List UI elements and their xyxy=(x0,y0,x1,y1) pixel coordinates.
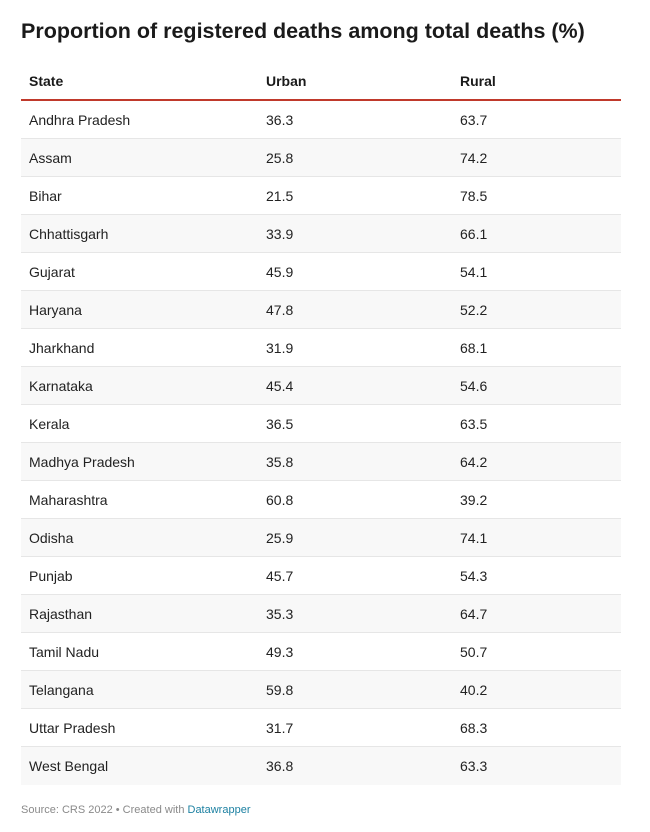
state-cell: Andhra Pradesh xyxy=(29,112,131,128)
rural-cell: 54.1 xyxy=(460,264,488,280)
state-cell: Odisha xyxy=(29,530,74,546)
chart-title: Proportion of registered deaths among to… xyxy=(21,19,585,43)
rural-cell: 64.7 xyxy=(460,606,488,622)
rural-cell: 52.2 xyxy=(460,302,488,318)
urban-cell: 45.4 xyxy=(266,378,294,394)
state-cell: Jharkhand xyxy=(29,340,95,356)
table-row: Assam 25.8 74.2 xyxy=(21,139,621,177)
urban-cell: 35.8 xyxy=(266,454,294,470)
state-cell: Uttar Pradesh xyxy=(29,720,116,736)
table-row: Punjab 45.7 54.3 xyxy=(21,557,621,595)
table-body: Andhra Pradesh 36.3 63.7 Assam 25.8 74.2 Bihar… xyxy=(21,101,621,785)
rural-cell: 68.3 xyxy=(460,720,488,736)
rural-cell: 54.6 xyxy=(460,378,488,394)
state-cell: Assam xyxy=(29,150,72,166)
rural-cell: 63.5 xyxy=(460,416,488,432)
urban-cell: 35.3 xyxy=(266,606,294,622)
state-cell: Madhya Pradesh xyxy=(29,454,135,470)
state-cell: Bihar xyxy=(29,188,62,204)
state-cell: Kerala xyxy=(29,416,70,432)
table-header: State Urban Rural xyxy=(21,62,621,101)
table-row: Madhya Pradesh 35.8 64.2 xyxy=(21,443,621,481)
column-header-urban[interactable]: Urban xyxy=(266,73,307,89)
urban-cell: 31.7 xyxy=(266,720,294,736)
state-cell: Chhattisgarh xyxy=(29,226,109,242)
source-note: Source: CRS 2022 • Created with xyxy=(21,804,188,816)
table-row: Karnataka 45.4 54.6 xyxy=(21,367,621,405)
rural-cell: 68.1 xyxy=(460,340,488,356)
state-cell: Rajasthan xyxy=(29,606,93,622)
state-cell: Haryana xyxy=(29,302,82,318)
urban-cell: 31.9 xyxy=(266,340,294,356)
urban-cell: 59.8 xyxy=(266,682,294,698)
urban-cell: 36.3 xyxy=(266,112,294,128)
table-row: Haryana 47.8 52.2 xyxy=(21,291,621,329)
rural-cell: 63.3 xyxy=(460,758,488,774)
table-row: Uttar Pradesh 31.7 68.3 xyxy=(21,709,621,747)
urban-cell: 33.9 xyxy=(266,226,294,242)
rural-cell: 74.1 xyxy=(460,530,488,546)
table-row: Jharkhand 31.9 68.1 xyxy=(21,329,621,367)
datawrapper-link[interactable]: Datawrapper xyxy=(187,804,251,816)
table-row: Chhattisgarh 33.9 66.1 xyxy=(21,215,621,253)
table-row: West Bengal 36.8 63.3 xyxy=(21,747,621,785)
rural-cell: 64.2 xyxy=(460,454,488,470)
rural-cell: 63.7 xyxy=(460,112,488,128)
rural-cell: 54.3 xyxy=(460,568,488,584)
table-row: Rajasthan 35.3 64.7 xyxy=(21,595,621,633)
urban-cell: 25.9 xyxy=(266,530,294,546)
rural-cell: 40.2 xyxy=(460,682,488,698)
state-cell: Maharashtra xyxy=(29,492,108,508)
urban-cell: 45.7 xyxy=(266,568,294,584)
table-row: Maharashtra 60.8 39.2 xyxy=(21,481,621,519)
table-row: Bihar 21.5 78.5 xyxy=(21,177,621,215)
column-header-state[interactable]: State xyxy=(29,73,64,89)
urban-cell: 21.5 xyxy=(266,188,294,204)
table-row: Andhra Pradesh 36.3 63.7 xyxy=(21,101,621,139)
state-cell: Telangana xyxy=(29,682,94,698)
urban-cell: 45.9 xyxy=(266,264,294,280)
state-cell: Punjab xyxy=(29,568,73,584)
state-cell: Tamil Nadu xyxy=(29,644,100,660)
urban-cell: 60.8 xyxy=(266,492,294,508)
rural-cell: 39.2 xyxy=(460,492,488,508)
rural-cell: 74.2 xyxy=(460,150,488,166)
table-row: Tamil Nadu 49.3 50.7 xyxy=(21,633,621,671)
urban-cell: 49.3 xyxy=(266,644,294,660)
table-row: Odisha 25.9 74.1 xyxy=(21,519,621,557)
column-header-rural[interactable]: Rural xyxy=(460,73,496,89)
rural-cell: 66.1 xyxy=(460,226,488,242)
urban-cell: 47.8 xyxy=(266,302,294,318)
table-row: Telangana 59.8 40.2 xyxy=(21,671,621,709)
urban-cell: 36.8 xyxy=(266,758,294,774)
state-cell: Karnataka xyxy=(29,378,93,394)
urban-cell: 36.5 xyxy=(266,416,294,432)
table-row: Kerala 36.5 63.5 xyxy=(21,405,621,443)
table-row: Gujarat 45.9 54.1 xyxy=(21,253,621,291)
state-cell: Gujarat xyxy=(29,264,75,280)
rural-cell: 50.7 xyxy=(460,644,488,660)
state-cell: West Bengal xyxy=(29,758,109,774)
chart-footer: Source: CRS 2022 • Created with Datawrap… xyxy=(21,802,250,818)
data-table: State Urban Rural Andhra Pradesh 36.3 63.7… xyxy=(21,62,621,785)
urban-cell: 25.8 xyxy=(266,150,294,166)
rural-cell: 78.5 xyxy=(460,188,488,204)
